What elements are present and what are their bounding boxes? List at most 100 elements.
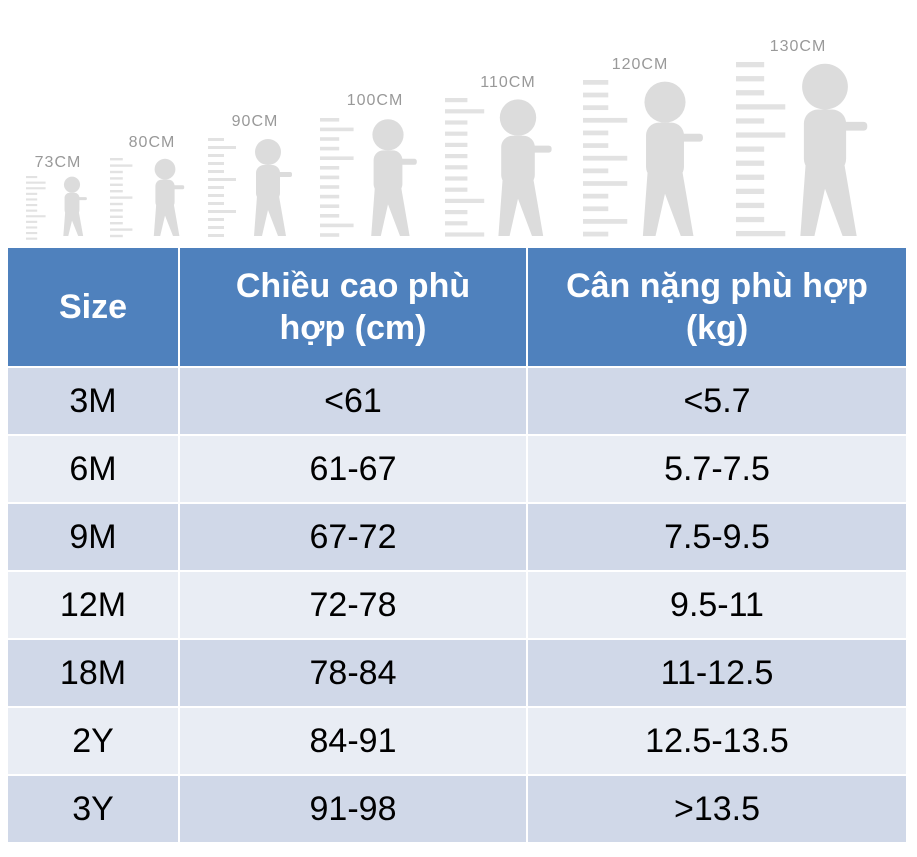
torso	[803, 109, 847, 173]
table-cell: 72-78	[180, 572, 528, 640]
ruler-tick	[208, 226, 224, 229]
ruler-tick	[110, 164, 133, 167]
table-cell: 67-72	[180, 504, 528, 572]
ruler-tick	[736, 230, 786, 237]
ruler-tick	[320, 214, 340, 218]
ruler-tick	[583, 231, 609, 237]
torso	[501, 135, 535, 187]
legs	[642, 171, 694, 236]
ruler-tick	[583, 193, 609, 199]
ruler-tick	[110, 190, 123, 193]
header-cell: Cân nặng phù hợp (kg)	[528, 248, 906, 368]
head	[802, 63, 848, 110]
table-cell: 91-98	[180, 776, 528, 844]
size-table: Size Chiều cao phù hợp (cm) Cân nặng phù h…	[8, 248, 906, 844]
child-figure	[736, 62, 868, 237]
table-cell: 5.7-7.5	[528, 436, 906, 504]
height-illustration: 73CM 80CM 90CM 100CM 110CM 120CM 130CM	[26, 38, 868, 240]
ruler-tick	[208, 170, 224, 173]
ruler-tick	[110, 209, 123, 212]
table-cell: <5.7	[528, 368, 906, 436]
torso	[155, 179, 175, 209]
ruler-tick	[110, 202, 123, 206]
arm	[835, 121, 868, 131]
ruler-tick	[445, 109, 485, 114]
ruler-tick	[26, 204, 38, 207]
ruler-tick	[208, 210, 236, 213]
ruler-tick	[445, 198, 485, 203]
ruler-tick	[110, 170, 123, 174]
ruler-tick	[110, 158, 123, 161]
ruler-tick	[445, 165, 468, 170]
table-cell: <61	[180, 368, 528, 436]
header-cell: Chiều cao phù hợp (cm)	[180, 248, 528, 368]
table-cell: 6M	[8, 436, 180, 504]
ruler-tick	[583, 181, 628, 186]
table-cell: 9.5-11	[528, 572, 906, 640]
table-cell: 2Y	[8, 708, 180, 776]
ruler-tick	[736, 118, 765, 124]
ruler-tick	[445, 187, 468, 192]
ruler-tick	[110, 196, 133, 199]
ruler-tick	[26, 192, 38, 195]
ruler-tick	[26, 215, 46, 218]
arm	[395, 158, 417, 165]
ruler-tick	[445, 120, 468, 125]
ruler-tick	[26, 176, 38, 179]
ruler-tick	[208, 146, 236, 149]
ruler-tick	[320, 194, 340, 199]
ruler-tick	[110, 215, 123, 218]
ruler-tick	[736, 174, 765, 180]
ruler-tick	[320, 146, 340, 151]
ruler-tick	[736, 132, 786, 138]
child-figure	[583, 80, 703, 237]
ruler-tick	[320, 185, 340, 189]
arm	[274, 172, 292, 177]
ruler-tick	[110, 183, 123, 186]
table-cell: 84-91	[180, 708, 528, 776]
head	[63, 176, 81, 193]
ruler-tick	[583, 143, 609, 148]
height-label: 110CM	[480, 74, 535, 91]
ruler-tick	[736, 104, 786, 110]
ruler-tick	[445, 221, 468, 226]
height-label: 80CM	[129, 134, 176, 151]
ruler-tick	[583, 117, 628, 123]
height-label: 120CM	[612, 56, 669, 73]
ruler-tick	[445, 98, 468, 103]
head	[255, 139, 281, 165]
ruler-tick	[208, 138, 224, 141]
child-figure	[320, 118, 417, 237]
ruler-tick	[208, 194, 224, 197]
arm	[169, 185, 185, 190]
table-cell: 12M	[8, 572, 180, 640]
ruler-tick	[26, 198, 38, 201]
ruler-tick	[26, 187, 46, 190]
child-figure	[26, 176, 87, 240]
header-cell: Size	[8, 248, 180, 368]
ruler-tick	[26, 232, 38, 235]
height-label: 90CM	[232, 113, 279, 130]
table-cell: 7.5-9.5	[528, 504, 906, 572]
ruler-tick	[583, 219, 628, 224]
ruler-tick	[208, 162, 224, 165]
ruler-tick	[26, 237, 38, 240]
height-label: 130CM	[770, 38, 827, 55]
ruler-tick	[110, 222, 123, 225]
ruler-tick	[320, 204, 340, 208]
ruler-tick	[583, 168, 609, 174]
table-cell: 12.5-13.5	[528, 708, 906, 776]
torso	[646, 122, 684, 180]
torso	[373, 150, 403, 194]
legs	[498, 179, 544, 236]
ruler-tick	[208, 202, 224, 205]
ruler-tick	[736, 188, 765, 194]
head	[372, 119, 404, 151]
ruler-tick	[445, 154, 468, 159]
ruler-tick	[583, 130, 609, 136]
legs	[371, 187, 410, 236]
table-cell: 3Y	[8, 776, 180, 844]
ruler-tick	[320, 166, 340, 170]
ruler-tick	[736, 216, 765, 223]
